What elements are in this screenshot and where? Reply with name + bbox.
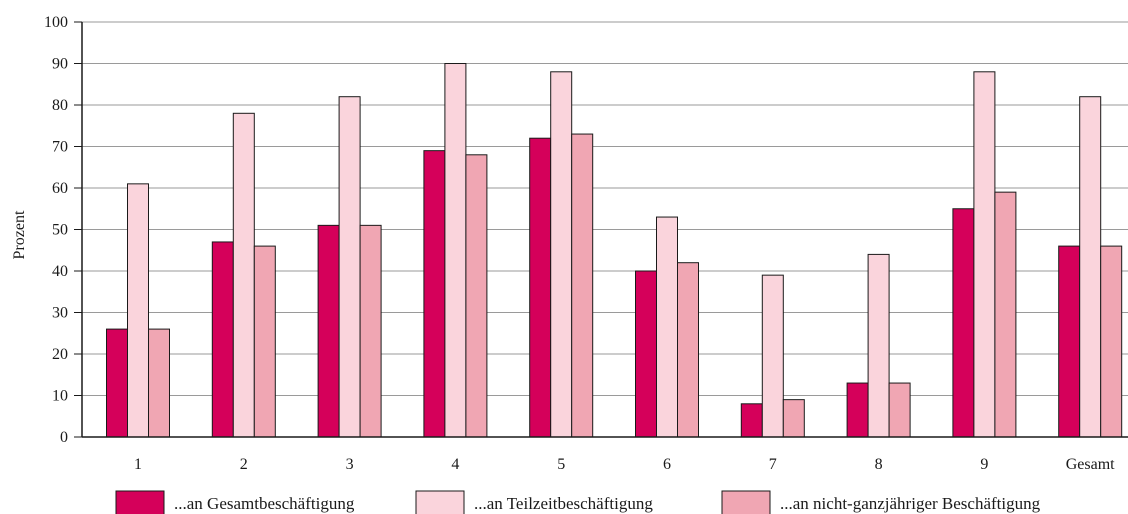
bar-series-3-cat-2 <box>253 245 276 438</box>
y-tick-label: 20 <box>52 346 68 363</box>
bar-series-2-cat-9 <box>973 71 996 438</box>
legend-swatch-1 <box>115 490 165 514</box>
y-tick-label: 90 <box>52 56 68 73</box>
y-tick-label: 30 <box>52 305 68 322</box>
bar-series-2-cat-1 <box>127 183 149 438</box>
bar-series-2-cat-10 <box>1079 96 1102 438</box>
bar-series-1-cat-6 <box>635 270 657 438</box>
x-tick-label: 9 <box>980 456 988 473</box>
x-tick-label: 3 <box>346 456 354 473</box>
y-axis-label: Prozent <box>11 210 28 259</box>
legend-label-3: ...an nicht-ganzjähriger Beschäftigung <box>780 494 1041 513</box>
bar-series-2-cat-8 <box>867 253 890 438</box>
x-tick-label: 7 <box>769 456 777 473</box>
bar-series-2-cat-4 <box>444 63 467 438</box>
legend-swatch-3 <box>721 490 771 514</box>
bar-series-2-cat-6 <box>656 216 678 438</box>
bar-series-2-cat-5 <box>550 71 573 438</box>
legend-label-2: ...an Teilzeitbeschäftigung <box>474 494 653 513</box>
bar-series-3-cat-10 <box>1100 245 1123 438</box>
y-tick-label: 40 <box>52 263 68 280</box>
bar-series-1-cat-5 <box>529 137 552 438</box>
x-tick-label: Gesamt <box>1066 456 1115 473</box>
bar-series-3-cat-8 <box>888 382 911 438</box>
bar-series-3-cat-4 <box>465 154 488 438</box>
x-tick-label: 6 <box>663 456 671 473</box>
x-tick-label: 8 <box>875 456 883 473</box>
bar-series-1-cat-8 <box>846 382 869 438</box>
y-tick-label: 60 <box>52 180 68 197</box>
y-tick-labels: 0 10 20 30 40 50 60 70 80 90 100 <box>44 14 68 446</box>
y-tick-label: 10 <box>52 388 68 405</box>
y-tick-label: 70 <box>52 139 68 156</box>
legend-label-1: ...an Gesamtbeschäftigung <box>174 494 355 513</box>
x-tick-label: 4 <box>451 456 459 473</box>
bar-series-1-cat-4 <box>423 150 446 438</box>
bar-series-3-cat-9 <box>994 191 1017 438</box>
bar-series-1-cat-1 <box>106 328 128 438</box>
bar-series-1-cat-9 <box>952 208 975 438</box>
bar-series-1-cat-7 <box>740 403 763 438</box>
bar-series-3-cat-1 <box>148 328 170 438</box>
x-tick-label: 5 <box>557 456 565 473</box>
axes <box>74 21 1128 438</box>
y-tick-label: 80 <box>52 97 68 114</box>
bar-series-3-cat-7 <box>782 399 805 438</box>
bar-series-1-cat-3 <box>317 224 340 438</box>
legend-swatch-2 <box>415 490 465 514</box>
bar-series-3-cat-5 <box>571 133 594 438</box>
bar-series-2-cat-3 <box>338 96 361 438</box>
y-tick-label: 100 <box>44 14 68 31</box>
legend: ...an Gesamtbeschäftigung ...an Teilzeitb… <box>115 490 1041 514</box>
y-tick-label: 0 <box>60 429 68 446</box>
bar-series-2-cat-7 <box>761 274 784 438</box>
bar-series-2-cat-2 <box>232 112 255 438</box>
bar-series-1-cat-10 <box>1058 245 1081 438</box>
x-tick-label: 1 <box>134 456 142 473</box>
y-tick-label: 50 <box>52 222 68 239</box>
bar-series-1-cat-2 <box>211 241 234 438</box>
x-tick-labels: 1 2 3 4 5 6 7 8 9 Gesamt <box>134 456 1115 473</box>
bar-series-3-cat-3 <box>359 224 382 438</box>
x-tick-label: 2 <box>240 456 248 473</box>
bars <box>106 63 1123 438</box>
bar-series-3-cat-6 <box>677 262 699 438</box>
